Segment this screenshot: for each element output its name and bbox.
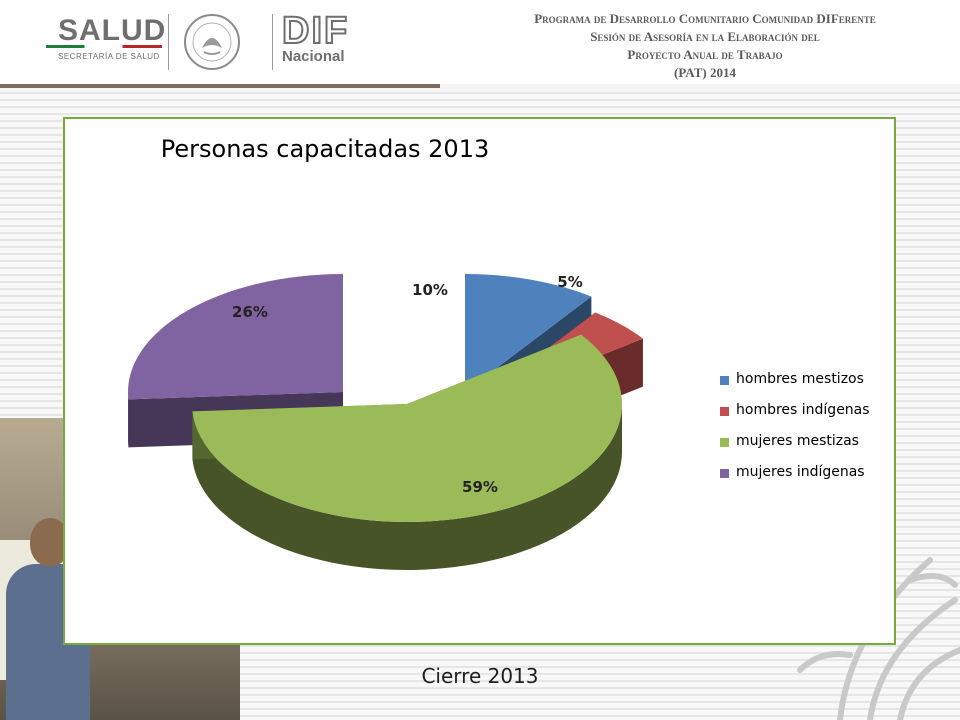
chart-legend: hombres mestizos hombres indígenas mujer… — [720, 371, 870, 495]
legend-label: hombres mestizos — [736, 371, 864, 387]
legend-label: hombres indígenas — [736, 402, 870, 418]
salud-flag-bar — [46, 45, 162, 48]
legend-item: mujeres mestizas — [720, 433, 870, 464]
header-underline — [0, 84, 440, 88]
header-bar: SALUD SECRETARÍA DE SALUD DIF Nacional P… — [0, 0, 960, 84]
legend-label: mujeres indígenas — [736, 464, 865, 480]
chart-frame: Personas capacitadas 2013 10% 5% 59% 26% ho… — [63, 117, 896, 645]
legend-swatch — [720, 469, 729, 478]
legend-swatch — [720, 376, 729, 385]
legend-swatch — [720, 407, 729, 416]
pie-slice — [192, 334, 622, 522]
salud-logo: SALUD — [58, 14, 167, 47]
dif-subtitle: Nacional — [282, 48, 345, 65]
program-line: Programa de Desarrollo Comunitario Comun… — [534, 11, 876, 26]
program-line: Proyecto Anual de Trabajo — [627, 47, 783, 62]
pie-data-label: 10% — [412, 281, 448, 299]
pie-data-label: 26% — [232, 303, 268, 321]
logo-separator — [168, 14, 169, 70]
program-heading: Programa de Desarrollo Comunitario Comun… — [470, 10, 940, 82]
dif-logo: DIF — [281, 9, 350, 53]
pie-chart: 10% 5% 59% 26% — [128, 273, 643, 571]
mexico-seal-icon — [184, 14, 240, 70]
pie-slice-side — [192, 404, 622, 571]
pie-data-label: 5% — [557, 273, 582, 291]
footer-caption: Cierre 2013 — [421, 664, 539, 688]
logo-separator — [272, 14, 273, 70]
chart-title: Personas capacitadas 2013 — [160, 135, 490, 163]
legend-item: hombres mestizos — [720, 371, 870, 402]
pie-data-label: 59% — [462, 478, 498, 496]
pie-slice — [128, 274, 343, 400]
program-line: (PAT) 2014 — [674, 65, 736, 80]
program-line: Sesión de Asesoría en la Elaboración del — [590, 29, 820, 44]
pie-slice — [465, 274, 592, 392]
salud-subtitle: SECRETARÍA DE SALUD — [58, 52, 160, 61]
legend-item: mujeres indígenas — [720, 464, 870, 495]
legend-label: mujeres mestizas — [736, 433, 859, 449]
legend-item: hombres indígenas — [720, 402, 870, 433]
legend-swatch — [720, 438, 729, 447]
